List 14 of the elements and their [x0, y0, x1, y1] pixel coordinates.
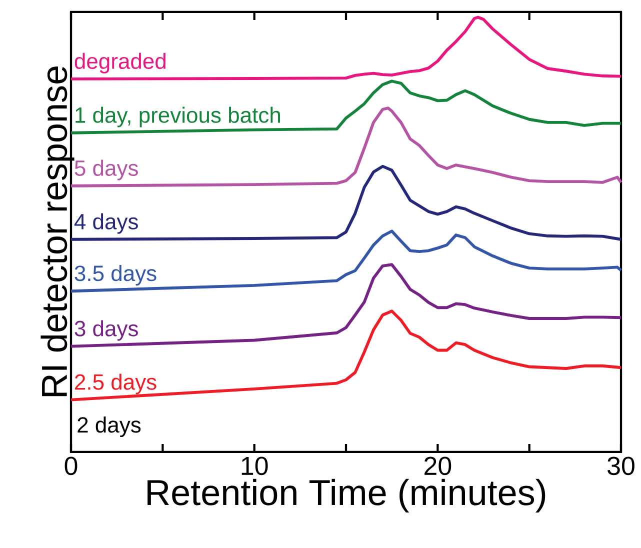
annotation: 2 days [78, 416, 141, 438]
series-label: 4 days [74, 213, 138, 234]
y-axis-title: RI detector response [40, 66, 74, 396]
x-axis-title: Retention Time (minutes) [148, 478, 546, 512]
x-tick-label: 10 [242, 456, 268, 476]
x-tick-label: 20 [424, 456, 452, 476]
series-label: 3.5 days [74, 265, 156, 286]
x-tick-label: 0 [64, 456, 78, 476]
x-tick-label: 30 [608, 456, 634, 476]
series-label: degraded [74, 52, 166, 74]
series-label: 2.5 days [75, 374, 156, 394]
series-label: 3 days [74, 320, 138, 341]
series-label: 1 day, previous batch [76, 106, 280, 128]
series-label: 5 days [74, 160, 138, 180]
